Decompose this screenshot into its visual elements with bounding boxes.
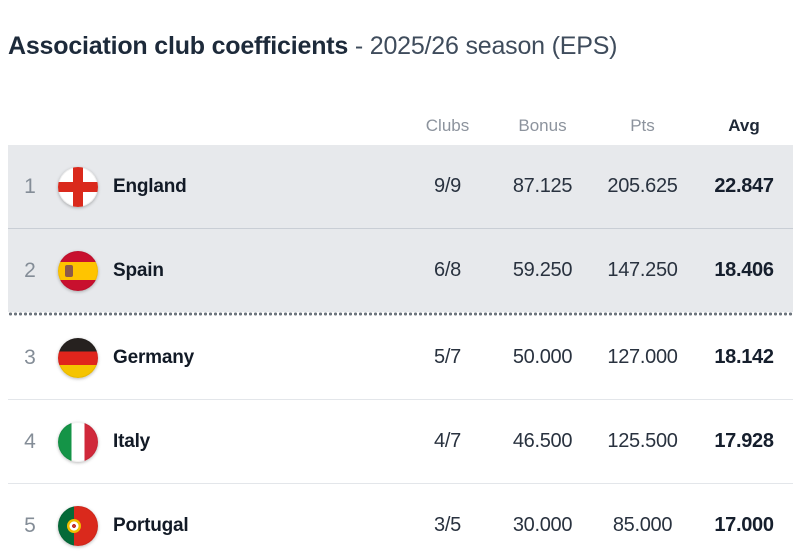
table-row-italy[interactable]: 4 Italy 4/7 46.500 125.500 17.928 [8, 400, 793, 484]
pts-cell: 147.250 [607, 259, 678, 281]
table-row-portugal[interactable]: 5 Portugal 3/5 30.000 85.000 17.000 [8, 484, 793, 555]
england-flag-icon [58, 166, 98, 207]
qualification-cutoff-dotted-line [8, 312, 793, 316]
pts-cell: 85.000 [612, 514, 673, 536]
germany-flag-icon [58, 337, 98, 378]
avg-cell: 18.142 [714, 346, 774, 368]
country-name: Portugal [113, 514, 189, 536]
clubs-cell: 4/7 [434, 430, 461, 452]
column-header-pts: Pts [630, 116, 655, 135]
bonus-cell: 50.000 [512, 346, 573, 368]
country-name: Germany [113, 346, 194, 368]
bonus-cell: 46.500 [512, 430, 573, 452]
avg-cell: 18.406 [714, 259, 774, 281]
table-row-spain[interactable]: 2 Spain 6/8 59.250 147.250 18.406 [8, 228, 793, 312]
column-header-avg: Avg [728, 116, 760, 135]
country-name: England [113, 175, 187, 197]
table-row-germany[interactable]: 3 Germany 5/7 50.000 127.000 18.142 [8, 316, 793, 400]
table-header-row: Clubs Bonus Pts Avg [8, 107, 793, 145]
clubs-cell: 3/5 [434, 514, 461, 536]
rank-cell: 4 [24, 429, 36, 453]
bonus-cell: 30.000 [512, 514, 573, 536]
rank-cell: 5 [24, 513, 36, 537]
pts-cell: 125.500 [607, 430, 678, 452]
avg-cell: 17.928 [714, 430, 774, 452]
rank-cell: 3 [24, 345, 36, 369]
rank-cell: 2 [24, 258, 36, 282]
avg-cell: 17.000 [714, 514, 774, 536]
clubs-cell: 9/9 [434, 175, 461, 197]
avg-cell: 22.847 [714, 175, 774, 197]
qualified-group: 1 England 9/9 87.125 205.625 22.847 2 Sp… [8, 145, 793, 312]
portugal-flag-icon [58, 505, 98, 546]
clubs-cell: 5/7 [434, 346, 461, 368]
coefficients-table: Clubs Bonus Pts Avg 1 England 9/9 87.125… [8, 107, 793, 555]
clubs-cell: 6/8 [434, 259, 461, 281]
page-title-season: - 2025/26 season (EPS) [348, 32, 618, 60]
table-row-england[interactable]: 1 England 9/9 87.125 205.625 22.847 [8, 145, 793, 228]
bonus-cell: 87.125 [512, 175, 573, 197]
bonus-cell: 59.250 [512, 259, 573, 281]
column-header-clubs: Clubs [425, 116, 470, 135]
italy-flag-icon [58, 421, 98, 462]
page-title: Association club coefficients - 2025/26 … [8, 30, 617, 62]
pts-cell: 127.000 [607, 346, 678, 368]
rank-cell: 1 [24, 174, 36, 198]
pts-cell: 205.625 [607, 175, 678, 197]
page-title-main: Association club coefficients [8, 32, 349, 60]
column-header-bonus: Bonus [518, 116, 567, 135]
spain-flag-icon [58, 250, 98, 291]
country-name: Spain [113, 259, 164, 281]
country-name: Italy [113, 430, 151, 452]
